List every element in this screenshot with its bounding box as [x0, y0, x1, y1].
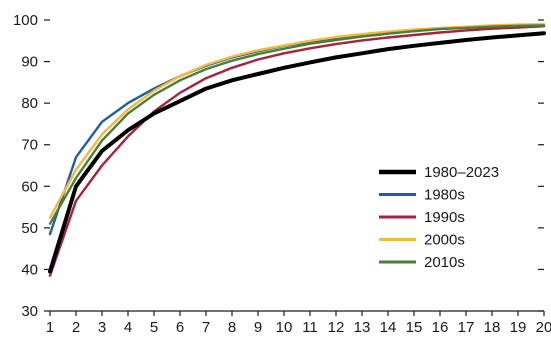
x-tick-label-2: 2	[72, 319, 80, 336]
x-tick-label-8: 8	[228, 319, 236, 336]
series-line-1	[48, 23, 546, 236]
y-tick-label-70: 70	[21, 137, 38, 154]
x-tick-label-10: 10	[276, 319, 293, 336]
legend-label-4: 2010s	[424, 254, 465, 271]
legend-label-1: 1980s	[424, 187, 465, 204]
x-tick-label-15: 15	[406, 319, 423, 336]
x-tick-label-9: 9	[254, 319, 262, 336]
x-tick-label-13: 13	[354, 319, 371, 336]
x-tick-label-20: 20	[536, 319, 551, 336]
legend-label-3: 2000s	[424, 232, 465, 249]
x-tick-label-1: 1	[46, 319, 54, 336]
y-tick-label-80: 80	[21, 95, 38, 112]
legend: 1980–2023 1980s 1990s 2000s 2010s	[379, 164, 499, 271]
x-tick-label-18: 18	[484, 319, 501, 336]
y-tick-label-90: 90	[21, 54, 38, 71]
y-tick-label-60: 60	[21, 178, 38, 195]
x-tick-label-16: 16	[432, 319, 449, 336]
x-tick-label-5: 5	[150, 319, 158, 336]
series-line-3	[48, 23, 546, 219]
x-tick-label-14: 14	[380, 319, 397, 336]
x-tick-label-4: 4	[124, 319, 132, 336]
series-layer	[48, 23, 546, 277]
series-line-0	[48, 31, 546, 274]
x-tick-label-11: 11	[302, 319, 318, 336]
x-tick-label-3: 3	[98, 319, 106, 336]
x-tick-label-12: 12	[328, 319, 345, 336]
legend-label-2: 1990s	[424, 209, 465, 226]
y-tick-label-50: 50	[21, 220, 38, 237]
x-tick-label-17: 17	[458, 319, 475, 336]
x-tick-label-7: 7	[202, 319, 210, 336]
series-line-4	[48, 24, 546, 225]
y-tick-label-100: 100	[13, 12, 38, 29]
series-line-2	[48, 25, 546, 277]
y-tick-label-30: 30	[21, 303, 38, 320]
x-tick-label-19: 19	[510, 319, 527, 336]
y-tick-label-40: 40	[21, 261, 38, 278]
legend-label-0: 1980–2023	[424, 164, 499, 181]
x-tick-label-6: 6	[176, 319, 184, 336]
